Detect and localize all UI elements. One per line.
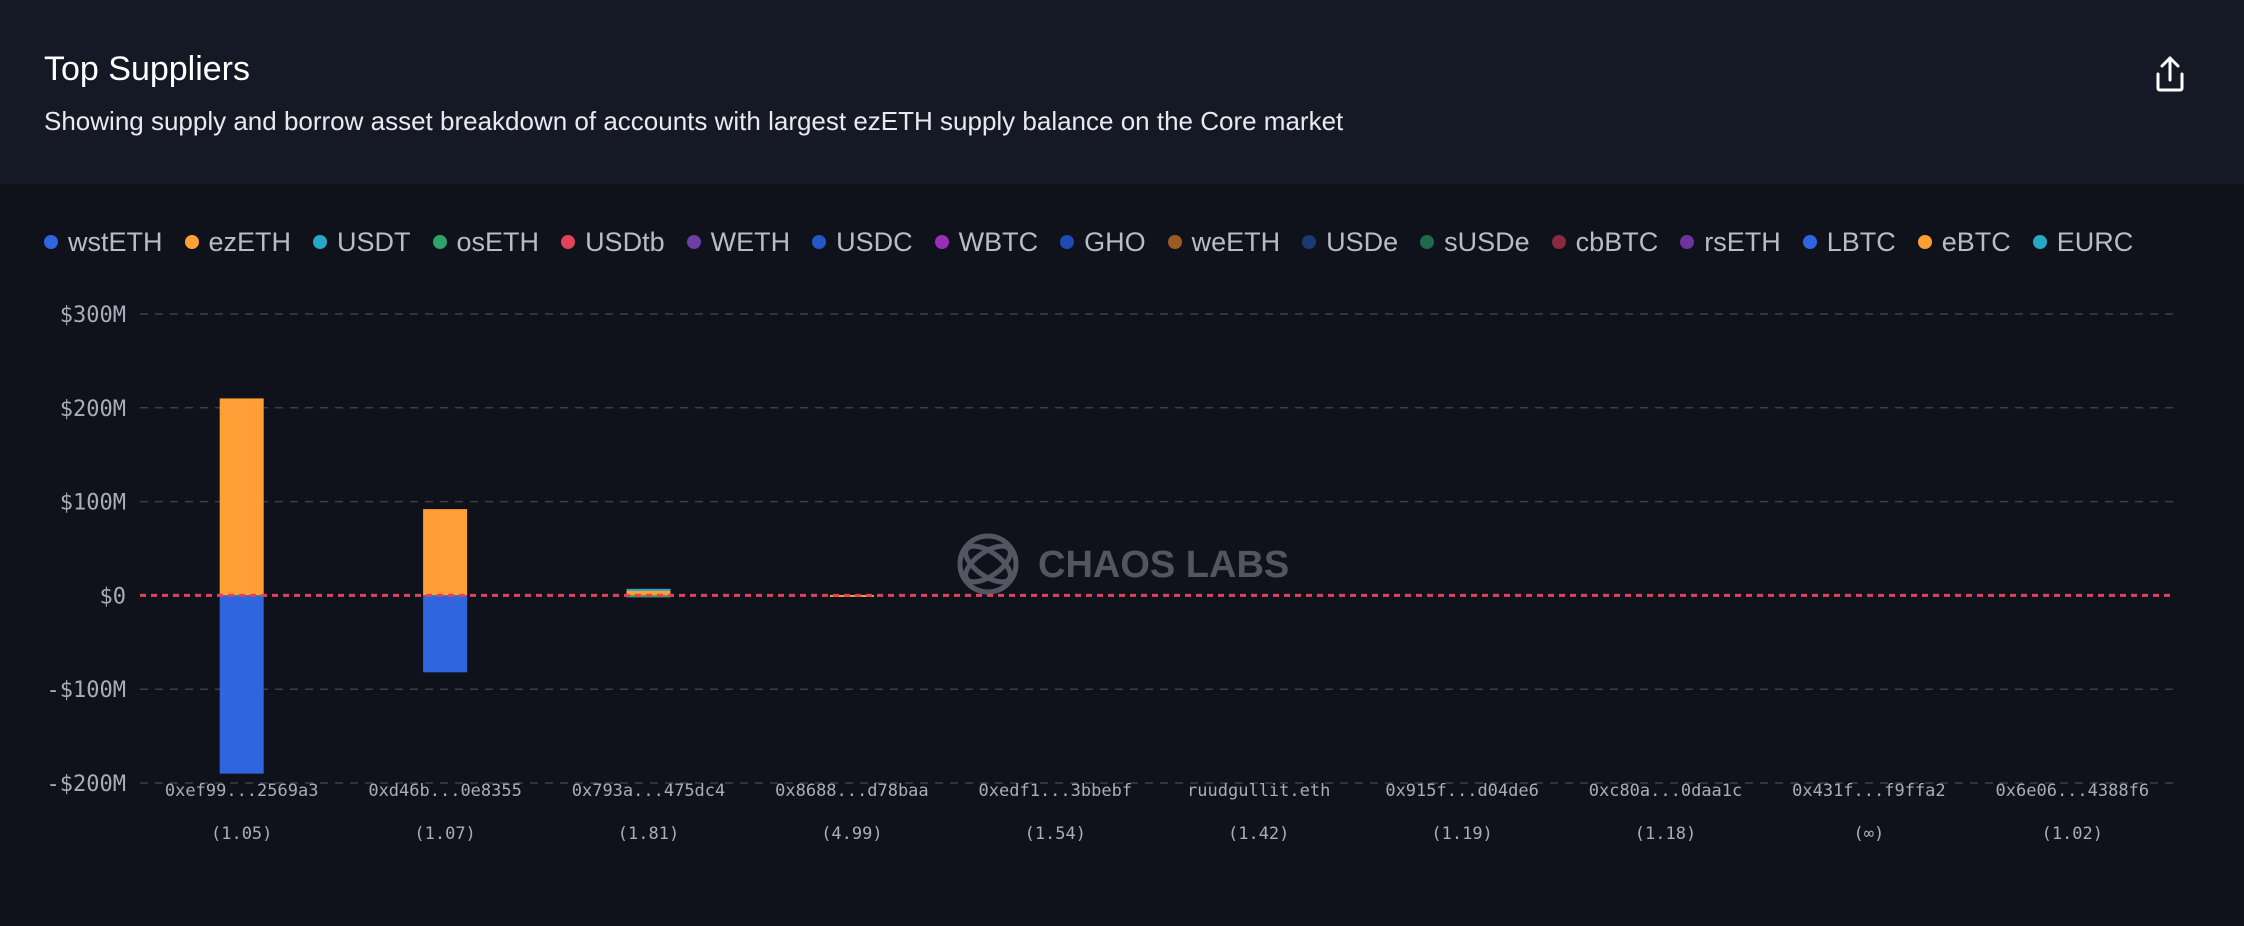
legend-swatch [1917, 235, 1932, 249]
legend-item-eurc[interactable]: EURC [2032, 226, 2134, 258]
y-tick-label: $100M [60, 491, 126, 516]
chart-legend: wstETH ezETH USDT osETH USDtb WETH USDC WBTC GHO… [44, 222, 2224, 262]
health-factor-label: (1.02) [2042, 824, 2103, 844]
legend-label: GHO [1084, 226, 1146, 257]
y-tick-label: $300M [60, 303, 126, 328]
legend-item-rseth[interactable]: rsETH [1680, 227, 1781, 258]
legend-swatch [313, 235, 328, 249]
legend-label: rsETH [1704, 226, 1781, 257]
legend-item-usde[interactable]: USDe [1302, 227, 1398, 258]
legend-item-susde[interactable]: sUSDe [1420, 227, 1530, 258]
legend-label: WETH [710, 226, 791, 257]
legend-item-wbtc[interactable]: WBTC [934, 226, 1039, 258]
legend-swatch [686, 235, 701, 249]
legend-label: WBTC [958, 226, 1039, 257]
legend-label: USDC [836, 226, 913, 257]
chart-subtitle: Showing supply and borrow asset breakdow… [44, 106, 1344, 136]
x-tick-label: 0xc80a...0daa1c [1589, 781, 1743, 801]
y-tick-label: $200M [60, 397, 126, 422]
legend-item-ezeth[interactable]: ezETH [184, 226, 292, 258]
share-icon [2156, 56, 2184, 92]
legend-item-usdc[interactable]: USDC [812, 227, 913, 258]
x-tick-label: 0x6e06...4388f6 [1996, 781, 2150, 801]
x-tick-label: 0x915f...d04de6 [1385, 781, 1539, 801]
legend-label: wstETH [68, 226, 163, 257]
legend-item-oseth[interactable]: osETH [432, 226, 540, 258]
legend-swatch [432, 235, 447, 249]
legend-swatch [44, 235, 58, 249]
legend-swatch [812, 235, 827, 249]
legend-label: USDe [1326, 226, 1399, 257]
legend-swatch [184, 235, 199, 249]
legend-swatch [934, 235, 949, 249]
legend-swatch [1420, 235, 1435, 249]
legend-item-lbtc[interactable]: LBTC [1802, 226, 1896, 258]
chart-title: Top Suppliers [44, 50, 251, 88]
bar-wsteth [423, 595, 468, 673]
bar-chart: $300M $200M $100M $0 -$100M -$200M CHAOS LABS 0… [47, 303, 2174, 844]
legend-label: USDtb [585, 226, 665, 257]
legend-label: osETH [456, 226, 540, 257]
health-factor-label: (1.42) [1228, 824, 1289, 844]
logo-ring-icon [957, 533, 1019, 595]
legend-item-weth[interactable]: WETH [686, 226, 791, 258]
legend-label: ezETH [208, 226, 292, 257]
watermark-logo: CHAOS LABS [957, 533, 1289, 595]
legend-label: LBTC [1826, 226, 1896, 257]
watermark-text: CHAOS LABS [1038, 544, 1289, 586]
bar-ezeth [423, 509, 468, 596]
bar-usdt [626, 588, 671, 591]
health-factor-label: (1.07) [414, 824, 475, 844]
legend-swatch [2032, 235, 2047, 249]
y-tick-label: $0 [100, 584, 127, 609]
legend-item-usdt[interactable]: USDT [313, 227, 411, 258]
legend-item-ebtc[interactable]: eBTC [1917, 226, 2011, 258]
legend-item-usdtb[interactable]: USDtb [561, 227, 665, 258]
health-factor-label: (1.05) [211, 824, 272, 844]
x-tick-label: 0x431f...f9ffa2 [1792, 781, 1946, 801]
x-tick-label: 0xd46b...0e8355 [368, 781, 522, 801]
legend-label: eBTC [1941, 226, 2011, 257]
legend-swatch [1302, 235, 1317, 249]
x-tick-label: 0xef99...2569a3 [165, 781, 319, 801]
legend-swatch [1167, 235, 1182, 249]
legend-label: USDT [337, 226, 411, 257]
legend-label: EURC [2056, 226, 2134, 257]
legend-label: sUSDe [1444, 226, 1530, 257]
legend-swatch [1680, 235, 1695, 249]
x-tick-label: ruudgullit.eth [1187, 781, 1330, 801]
legend-swatch [1060, 235, 1075, 249]
health-factor-label: (∞) [1854, 824, 1885, 844]
chart-header: Top Suppliers Showing supply and borrow … [0, 0, 2244, 184]
bar-ezeth [626, 589, 671, 596]
y-tick-label: -$200M [47, 772, 126, 797]
export-button[interactable] [2148, 52, 2192, 96]
x-tick-label: 0x8688...d78baa [775, 781, 929, 801]
health-factor-label: (1.18) [1635, 824, 1696, 844]
health-factor-label: (1.81) [618, 824, 679, 844]
legend-item-cbbtc[interactable]: cbBTC [1551, 226, 1659, 258]
health-factor-label: (1.19) [1431, 824, 1492, 844]
legend-item-gho[interactable]: GHO [1060, 227, 1146, 258]
x-tick-label: 0xedf1...3bbebf [979, 781, 1133, 801]
y-tick-label: -$100M [47, 678, 126, 703]
health-factor-label: (1.54) [1025, 824, 1086, 844]
bar-wsteth [219, 595, 264, 774]
legend-item-weeth[interactable]: weETH [1167, 226, 1281, 258]
legend-label: weETH [1191, 226, 1281, 257]
bar-ezeth [829, 594, 874, 597]
health-factor-label: (4.99) [821, 824, 882, 844]
legend-label: cbBTC [1575, 226, 1659, 257]
legend-swatch [561, 235, 576, 249]
legend-item-wsteth[interactable]: wstETH [44, 227, 163, 258]
bar-ezeth [219, 398, 264, 596]
x-tick-label: 0x793a...475dc4 [572, 781, 726, 801]
legend-swatch [1551, 235, 1566, 249]
legend-swatch [1802, 235, 1817, 249]
